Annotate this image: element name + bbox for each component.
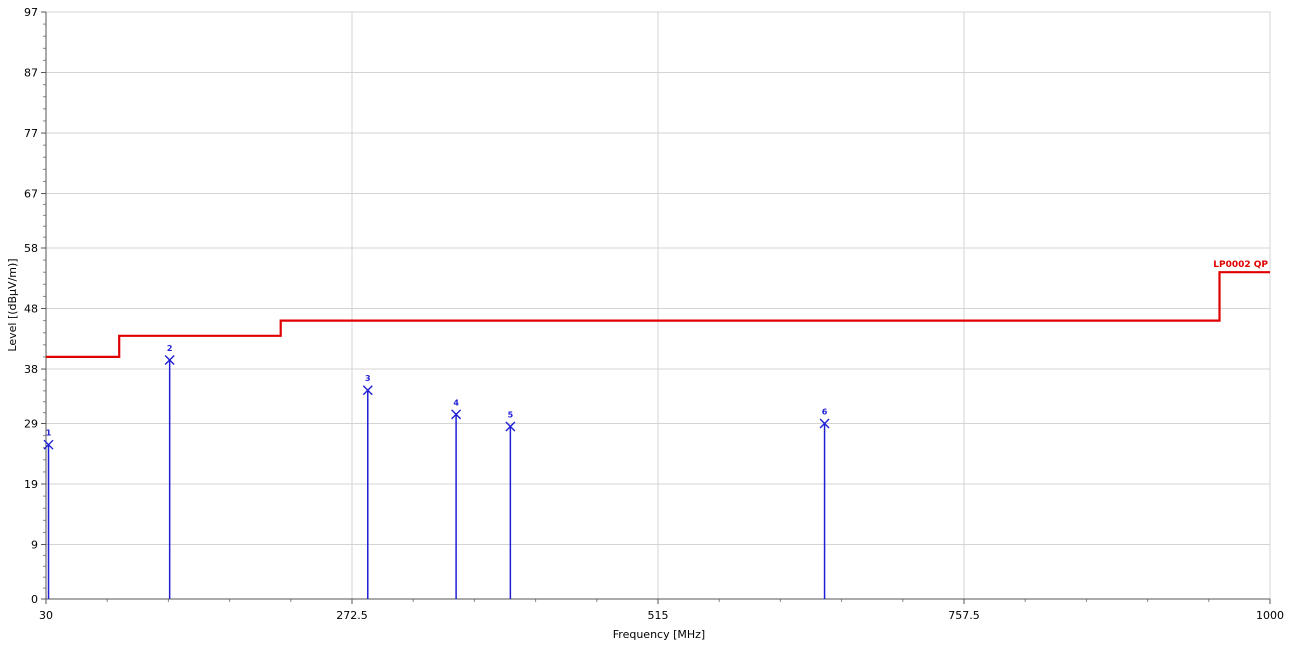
grid [45,11,1271,600]
limit-line-label: LP0002 QP [1213,260,1268,270]
marker-point [362,385,373,396]
y-tick-label: 29 [24,418,38,431]
marker-point [164,354,175,365]
x-tick-label: 1000 [1256,609,1284,622]
marker-label: 2 [167,344,173,353]
x-tick-label: 30 [39,609,53,622]
marker-label: 5 [508,411,514,420]
y-tick-label: 0 [31,593,38,606]
y-tick-label: 58 [24,242,38,255]
marker-label: 6 [822,408,828,417]
markers: 1 2 3 4 5 6 [43,344,830,599]
marker-point [819,418,830,429]
y-axis-label: Level [(dBµV/m)] [6,258,19,351]
marker-point [451,409,462,420]
y-tick-label: 48 [24,303,38,316]
x-tick-label: 515 [648,609,669,622]
marker-label: 3 [365,374,371,383]
marker-label: 4 [453,398,459,407]
marker-point [43,439,54,450]
y-tick-label: 38 [24,363,38,376]
limit-line: LP0002 QP [46,260,1270,358]
y-tick-label: 77 [24,127,38,140]
y-tick-label: 9 [31,539,38,552]
y-tick-label: 19 [24,478,38,491]
marker-point [505,421,516,432]
marker-label: 1 [46,429,52,438]
y-tick-label: 67 [24,188,38,201]
y-tick-label: 87 [24,67,38,80]
axes: 0 9 19 29 38 48 58 67 77 87 97 30 272.5 515 757.5 1000 [24,6,1284,622]
x-tick-label: 272.5 [336,609,368,622]
y-tick-label: 97 [24,6,38,19]
x-axis-label: Frequency [MHz] [613,628,705,641]
limit-line-path [46,271,1270,358]
x-tick-label: 757.5 [948,609,980,622]
